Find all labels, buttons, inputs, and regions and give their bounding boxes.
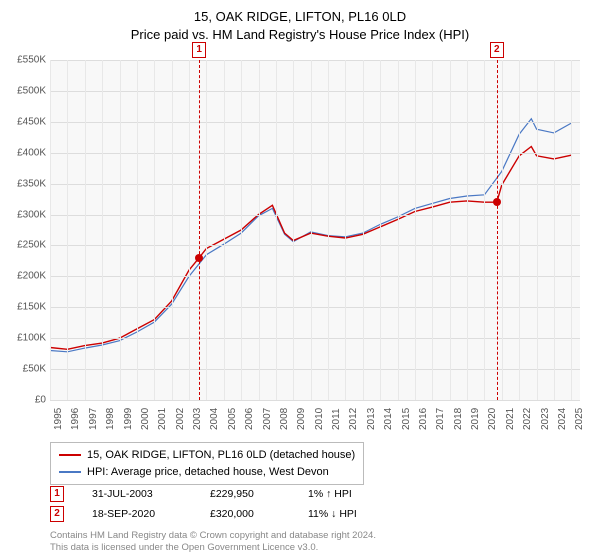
footer: Contains HM Land Registry data © Crown c… — [50, 530, 376, 554]
legend-row-hpi: HPI: Average price, detached house, West… — [59, 464, 355, 481]
y-axis: £0£50K£100K£150K£200K£250K£300K£350K£400… — [0, 60, 50, 400]
y-tick-label: £50K — [23, 364, 46, 375]
sale-dot — [493, 198, 501, 206]
x-tick-label: 1999 — [123, 408, 134, 430]
sale-marker-box: 2 — [490, 42, 504, 58]
x-tick-label: 2025 — [574, 408, 585, 430]
x-tick-label: 2015 — [401, 408, 412, 430]
plot-area: 12 — [50, 60, 580, 400]
x-tick-label: 2001 — [157, 408, 168, 430]
x-tick-label: 2021 — [505, 408, 516, 430]
y-tick-label: £500K — [17, 85, 46, 96]
sale-price: £229,950 — [210, 488, 280, 500]
sale-diff: 1% ↑ HPI — [308, 488, 388, 500]
x-tick-label: 2017 — [435, 408, 446, 430]
x-axis: 1995 1996 1997 1998 1999 2000 2001 2002 2003 2004… — [50, 400, 580, 440]
x-tick-label: 1995 — [53, 408, 64, 430]
x-tick-label: 2023 — [540, 408, 551, 430]
legend-label-subject: 15, OAK RIDGE, LIFTON, PL16 0LD (detache… — [87, 447, 355, 464]
x-tick-label: 2004 — [209, 408, 220, 430]
x-tick-label: 2024 — [557, 408, 568, 430]
x-tick-label: 2003 — [192, 408, 203, 430]
x-tick-label: 2002 — [175, 408, 186, 430]
y-tick-label: £200K — [17, 271, 46, 282]
y-tick-label: £450K — [17, 116, 46, 127]
y-tick-label: £100K — [17, 333, 46, 344]
x-tick-label: 2018 — [453, 408, 464, 430]
sale-date: 31-JUL-2003 — [92, 488, 182, 500]
sale-marker-box: 1 — [192, 42, 206, 58]
chart-title: 15, OAK RIDGE, LIFTON, PL16 0LD Price pa… — [0, 0, 600, 44]
x-tick-label: 2009 — [296, 408, 307, 430]
y-tick-label: £350K — [17, 178, 46, 189]
title-line2: Price paid vs. HM Land Registry's House … — [0, 26, 600, 44]
sale-row: 2 18-SEP-2020 £320,000 11% ↓ HPI — [50, 504, 580, 524]
x-tick-label: 2007 — [262, 408, 273, 430]
y-tick-label: £300K — [17, 209, 46, 220]
footer-line1: Contains HM Land Registry data © Crown c… — [50, 530, 376, 542]
y-tick-label: £250K — [17, 240, 46, 251]
x-tick-label: 2019 — [470, 408, 481, 430]
x-tick-label: 1998 — [105, 408, 116, 430]
legend-label-hpi: HPI: Average price, detached house, West… — [87, 464, 329, 481]
sale-date: 18-SEP-2020 — [92, 508, 182, 520]
chart-container: 15, OAK RIDGE, LIFTON, PL16 0LD Price pa… — [0, 0, 600, 560]
x-tick-label: 2000 — [140, 408, 151, 430]
sale-row: 1 31-JUL-2003 £229,950 1% ↑ HPI — [50, 484, 580, 504]
x-tick-label: 2020 — [487, 408, 498, 430]
x-tick-label: 2013 — [366, 408, 377, 430]
sale-diff: 11% ↓ HPI — [308, 508, 388, 520]
x-tick-label: 1997 — [88, 408, 99, 430]
sale-marker-1: 1 — [50, 486, 64, 502]
line-series — [50, 60, 580, 400]
x-tick-label: 2016 — [418, 408, 429, 430]
x-tick-label: 2005 — [227, 408, 238, 430]
legend-swatch-hpi — [59, 471, 81, 473]
x-tick-label: 2010 — [314, 408, 325, 430]
y-tick-label: £400K — [17, 147, 46, 158]
x-tick-label: 2006 — [244, 408, 255, 430]
x-tick-label: 2014 — [383, 408, 394, 430]
y-tick-label: £0 — [35, 395, 46, 406]
x-tick-label: 2012 — [348, 408, 359, 430]
legend-swatch-subject — [59, 454, 81, 456]
sales-table: 1 31-JUL-2003 £229,950 1% ↑ HPI 2 18-SEP… — [50, 484, 580, 524]
sale-price: £320,000 — [210, 508, 280, 520]
y-tick-label: £550K — [17, 55, 46, 66]
x-tick-label: 2022 — [522, 408, 533, 430]
sale-marker-2: 2 — [50, 506, 64, 522]
legend-row-subject: 15, OAK RIDGE, LIFTON, PL16 0LD (detache… — [59, 447, 355, 464]
footer-line2: This data is licensed under the Open Gov… — [50, 542, 376, 554]
x-tick-label: 2011 — [331, 408, 342, 430]
x-tick-label: 1996 — [70, 408, 81, 430]
y-tick-label: £150K — [17, 302, 46, 313]
legend: 15, OAK RIDGE, LIFTON, PL16 0LD (detache… — [50, 442, 364, 485]
title-line1: 15, OAK RIDGE, LIFTON, PL16 0LD — [0, 8, 600, 26]
sale-dot — [195, 254, 203, 262]
x-tick-label: 2008 — [279, 408, 290, 430]
